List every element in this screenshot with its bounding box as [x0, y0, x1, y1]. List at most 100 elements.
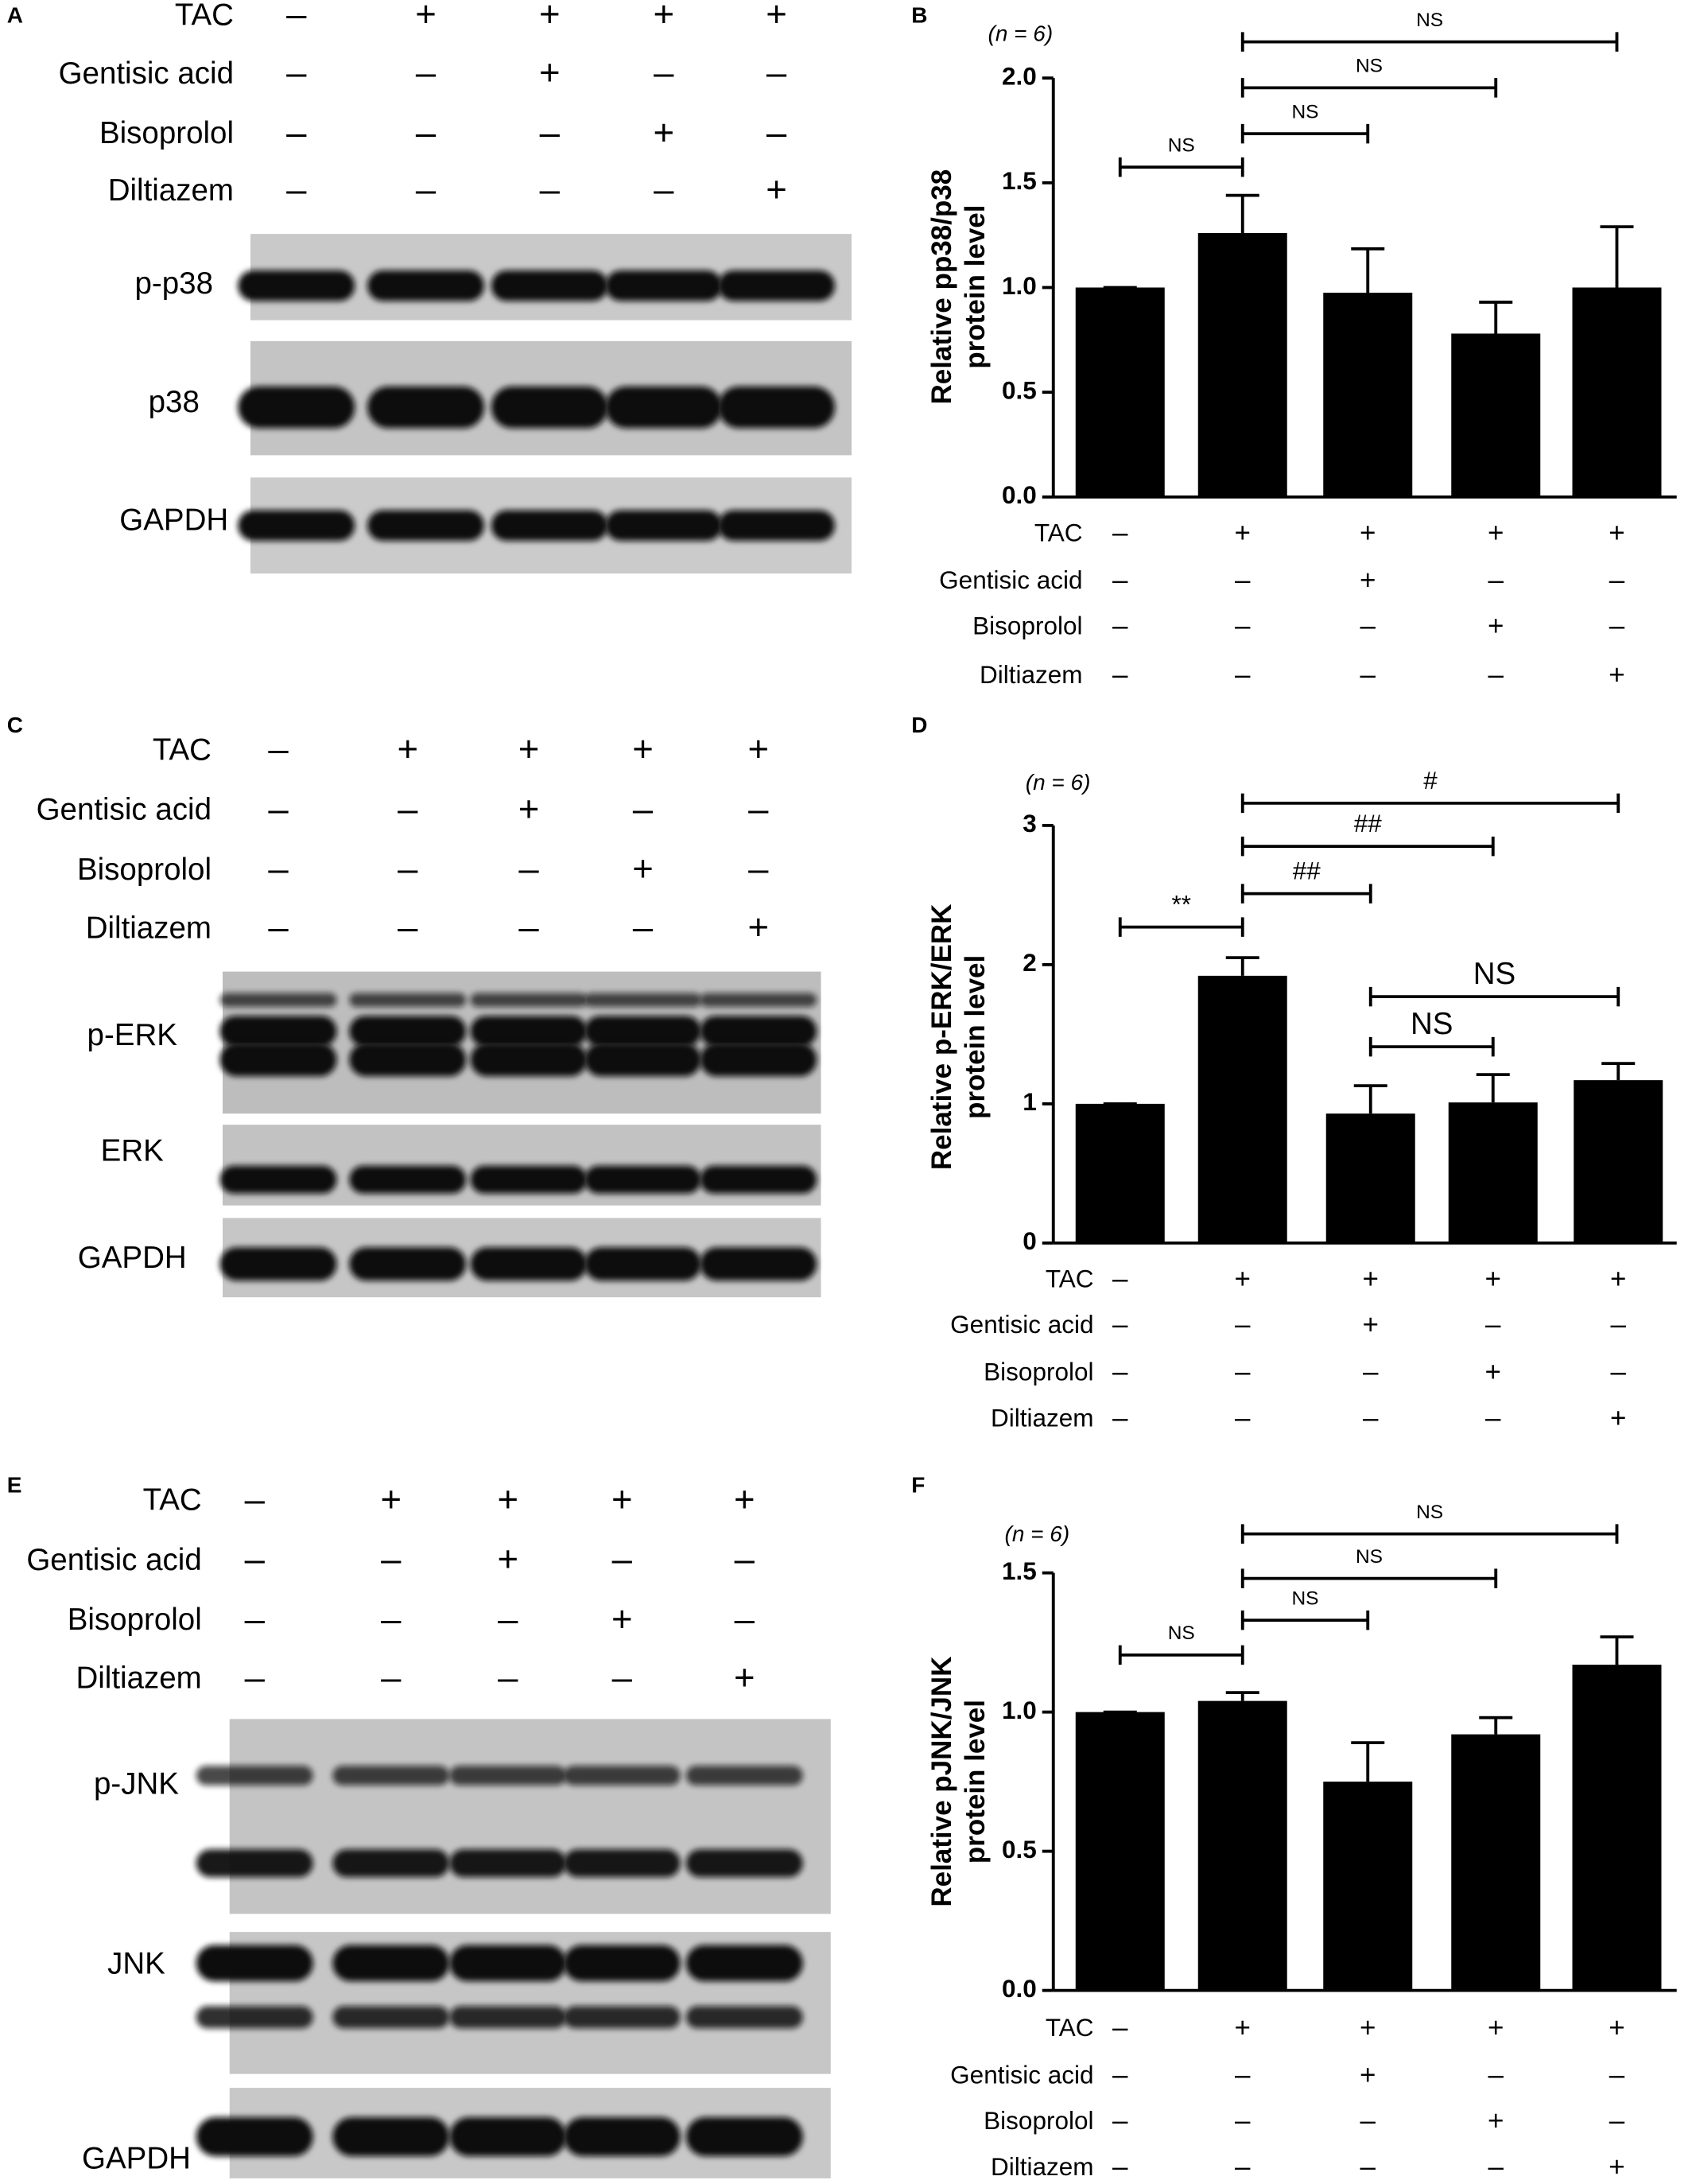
band-label: GAPDH: [119, 503, 228, 538]
treatment-sign: –: [1235, 2059, 1251, 2090]
treatment-sign: –: [381, 1539, 402, 1580]
significance-bracket: [1240, 884, 1372, 904]
significance-label: NS: [1291, 101, 1318, 122]
blot-band: [685, 1766, 803, 1786]
treatment-sign: +: [415, 0, 437, 34]
y-tick-label: 2.0: [1002, 61, 1037, 90]
blot-band: [367, 386, 484, 429]
treatment-label: TAC: [1034, 518, 1083, 546]
blot-band: [584, 1016, 701, 1047]
error-bar: [1601, 1062, 1636, 1081]
treatment-label: Diltiazem: [991, 2152, 1094, 2181]
treatment-sign: –: [1488, 565, 1504, 596]
bar: [1572, 1665, 1662, 1991]
treatment-sign: –: [1488, 2059, 1504, 2090]
blot-band: [219, 1247, 337, 1281]
treatment-sign: +: [1360, 2012, 1376, 2043]
treatment-sign: –: [1112, 565, 1128, 596]
bar: [1075, 287, 1165, 497]
y-tick-label: 1.0: [1002, 1696, 1037, 1724]
panel-letter: F: [911, 1473, 925, 1498]
treatment-sign: +: [539, 0, 561, 34]
treatment-sign: +: [1360, 565, 1376, 596]
blot-band: [718, 510, 835, 541]
treatment-label: Gentisic acid: [37, 793, 212, 827]
significance-bracket: [1240, 78, 1498, 98]
blot-band: [563, 1766, 681, 1786]
significance-label: NS: [1168, 134, 1195, 156]
error-bar: [1600, 1635, 1634, 1665]
treatment-sign: –: [1112, 1309, 1128, 1340]
error-bar: [1600, 225, 1634, 288]
y-tick-label: 1: [1023, 1087, 1037, 1116]
significance-label: NS: [1473, 957, 1515, 991]
blot-band: [470, 993, 588, 1008]
treatment-sign: –: [286, 112, 307, 153]
treatment-label: Bisoprolol: [972, 612, 1082, 640]
treatment-sign: +: [1235, 1263, 1251, 1294]
blot-band: [605, 386, 723, 429]
blot-band: [219, 1043, 337, 1077]
y-tick-label: 1.0: [1002, 271, 1037, 300]
treatment-sign: –: [633, 788, 654, 829]
blot-band: [685, 1849, 803, 1878]
blot-band: [349, 1165, 467, 1194]
bar: [1197, 233, 1287, 497]
treatment-sign: –: [633, 907, 654, 947]
treatment-sign: +: [734, 1479, 755, 1519]
blot-band: [196, 1945, 313, 1982]
treatment-sign: –: [1112, 2105, 1128, 2136]
bar: [1574, 1080, 1663, 1243]
treatment-sign: +: [632, 729, 654, 769]
treatment-sign: –: [1611, 1357, 1627, 1388]
error-bar: [1353, 1084, 1387, 1114]
annotation: (n = 6): [1005, 1521, 1070, 1546]
blot-band: [449, 1766, 567, 1786]
treatment-sign: –: [766, 52, 787, 93]
band-label: p-JNK: [94, 1767, 179, 1801]
treatment-sign: –: [268, 907, 289, 947]
significance-bracket: [1118, 1645, 1244, 1665]
band-label: GAPDH: [78, 1241, 187, 1275]
blot-band: [449, 2117, 567, 2157]
significance-label: NS: [1291, 1587, 1318, 1609]
blot-band: [219, 1016, 337, 1047]
significance-bracket: [1240, 1524, 1619, 1544]
y-axis-title-line: protein level: [960, 205, 991, 369]
treatment-sign: –: [1112, 1402, 1128, 1433]
treatment-label: TAC: [1046, 2013, 1094, 2042]
treatment-sign: –: [1112, 2151, 1128, 2182]
significance-bracket: [1368, 986, 1620, 1007]
annotation: (n = 6): [1026, 770, 1091, 795]
significance-bracket: [1240, 836, 1495, 857]
bar: [1197, 1700, 1287, 1991]
bar: [1075, 1103, 1165, 1243]
blot-band: [563, 1945, 681, 1982]
significance-label: ##: [1293, 857, 1321, 885]
blot-band: [605, 510, 723, 541]
bar: [1323, 293, 1413, 497]
treatment-sign: –: [654, 169, 674, 210]
bar: [1325, 1113, 1415, 1243]
blot-band: [238, 270, 355, 301]
treatment-label: Gentisic acid: [26, 1543, 201, 1577]
significance-bracket: [1118, 157, 1244, 177]
y-axis-title: Relative p-ERK/ERK protein level: [926, 904, 991, 1171]
treatment-sign: +: [1609, 659, 1624, 690]
blot-band: [238, 386, 355, 429]
treatment-sign: –: [612, 1539, 633, 1580]
blot-band: [219, 993, 337, 1008]
treatment-sign: –: [1235, 1309, 1251, 1340]
blot-band: [700, 1016, 817, 1047]
treatment-sign: –: [381, 1599, 402, 1639]
treatment-sign: –: [1112, 611, 1128, 642]
treatment-sign: –: [735, 1599, 755, 1639]
blot-band: [449, 1849, 567, 1878]
treatment-sign: –: [381, 1657, 402, 1697]
treatment-sign: +: [653, 112, 674, 153]
blot-band: [332, 2117, 450, 2157]
blot-band: [718, 386, 835, 429]
blot-band: [685, 2006, 803, 2029]
treatment-sign: +: [653, 0, 674, 34]
error-bar: [1225, 1691, 1259, 1701]
